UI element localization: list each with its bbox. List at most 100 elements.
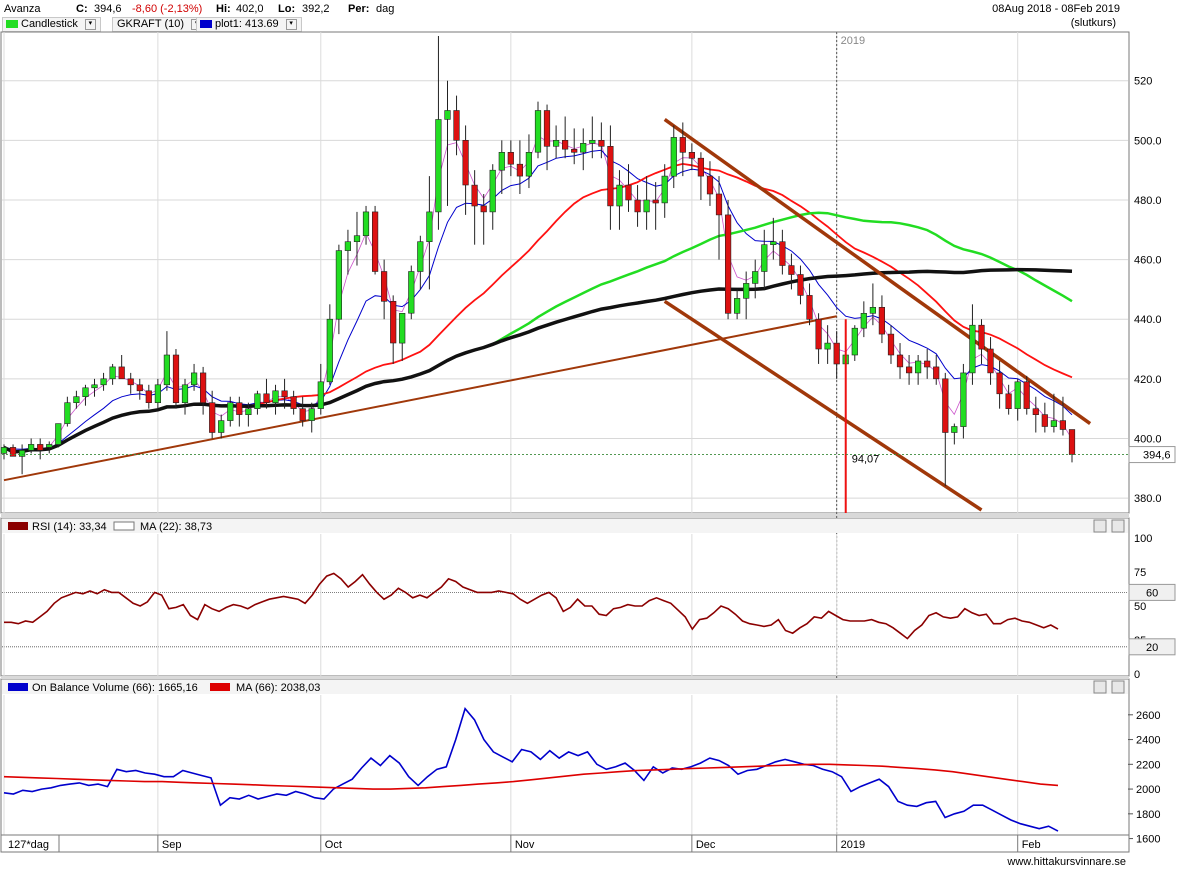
candle-body	[200, 372, 207, 403]
candle-body	[18, 450, 26, 457]
y-tick-label: 400.0	[1134, 433, 1162, 445]
candle-body	[733, 298, 741, 314]
candle-body	[462, 140, 469, 186]
candle-body	[335, 250, 343, 320]
y-tick-label: 460.0	[1134, 255, 1162, 267]
obv-ma-line	[3, 763, 1059, 790]
candle-body	[444, 110, 451, 120]
candle-body	[172, 354, 180, 404]
candle-body	[951, 426, 958, 433]
candle-body	[978, 324, 985, 350]
high-label: Hi:	[216, 3, 231, 15]
y-tick-label: 420.0	[1134, 374, 1162, 386]
candle-body	[453, 110, 460, 141]
ma-series-black	[3, 267, 1073, 454]
candle-body	[73, 396, 80, 404]
candle-body	[1041, 414, 1048, 427]
candle-body	[652, 199, 659, 204]
dropdown-icon[interactable]: ▾	[84, 18, 96, 30]
candle-body	[82, 387, 89, 397]
candle-body	[724, 214, 732, 314]
candle-body	[552, 140, 560, 147]
obv-y-tick-label: 2000	[1136, 784, 1160, 796]
candle-body	[860, 312, 867, 329]
last-price-box	[1128, 446, 1176, 464]
ma-series-green	[3, 211, 1073, 454]
rsi-ma-title: MA (22): 38,73	[140, 521, 212, 533]
period-label: Per:	[348, 3, 370, 15]
last-price-label: 394,6	[1143, 450, 1171, 462]
candle-body	[924, 360, 931, 368]
dropdown-icon[interactable]: ▾	[285, 18, 297, 30]
candle-body	[815, 318, 822, 350]
candle-body	[245, 408, 252, 416]
candle-body	[480, 205, 487, 213]
candle-body	[887, 333, 895, 356]
rsi-y-tick-label: 0	[1134, 669, 1140, 681]
candle-body	[779, 241, 786, 266]
date-range: 08Aug 2018 - 08Feb 2019	[992, 3, 1120, 15]
x-axis-label: Sep	[162, 839, 182, 851]
settings-icon	[1093, 680, 1107, 694]
candle-body	[344, 241, 352, 251]
panel-divider	[1, 676, 1129, 679]
x-axis-label: 127*dag	[8, 839, 49, 851]
obv-ma-title: MA (66): 2038,03	[236, 682, 320, 694]
candle-body	[543, 110, 551, 147]
candle-body	[218, 420, 225, 433]
y-tick-label: 500.0	[1134, 135, 1162, 147]
candle-body	[752, 271, 759, 284]
candle-body	[1005, 393, 1012, 409]
obv-legend-swatch	[8, 683, 28, 691]
obv-panel-frame	[0, 678, 1130, 853]
candle-body	[580, 143, 587, 153]
candle-body	[290, 396, 297, 409]
rsi-series-line	[4, 572, 1059, 640]
candle-body	[878, 306, 885, 335]
candle-body	[236, 402, 243, 415]
rsi-legend-swatch	[8, 522, 28, 530]
candle-body	[272, 390, 279, 403]
site-credit: www.hittakursvinnare.se	[1007, 856, 1126, 868]
candle-body	[706, 175, 714, 195]
candle-body	[1023, 381, 1030, 409]
legend-plot1[interactable]: plot1: 413.69 ▾	[196, 17, 302, 32]
candle-body	[191, 372, 198, 386]
candle-body	[91, 384, 98, 389]
rsi-y-tick-label: 75	[1134, 567, 1146, 579]
candle-body	[507, 152, 514, 165]
candle-body	[100, 378, 107, 386]
candle-body	[933, 366, 940, 380]
candle-body	[688, 152, 695, 159]
candle-body	[525, 152, 532, 177]
obv-y-tick-label: 2600	[1136, 710, 1160, 722]
candle-body	[181, 384, 189, 403]
candle-body	[516, 163, 523, 177]
candle-body	[9, 447, 17, 457]
candle-body	[353, 235, 361, 242]
y-tick-label: 440.0	[1134, 314, 1162, 326]
candle-body	[0, 447, 8, 454]
candle-body	[770, 241, 777, 245]
x-axis-label: Feb	[1022, 839, 1041, 851]
chart-header: Avanza C: 394,6 -8,60 (-2,13%) Hi: 402,0…	[0, 0, 1130, 32]
rsi-level-box	[1128, 583, 1176, 601]
close-value: 394,6	[94, 3, 122, 15]
period-value: dag	[376, 3, 395, 15]
candle-body	[824, 342, 831, 350]
candle-body	[598, 140, 605, 147]
candle-body	[661, 175, 668, 204]
candle-body	[679, 137, 686, 153]
candle-body	[209, 402, 216, 433]
candle-body	[942, 378, 949, 433]
symbol-name: Avanza	[4, 3, 41, 15]
candle-body	[788, 265, 795, 275]
candle-body	[227, 402, 234, 421]
candle-body	[362, 211, 370, 236]
candle-body	[996, 372, 1003, 395]
y-tick-label: 380.0	[1134, 493, 1162, 505]
rsi-level-label: 60	[1146, 587, 1158, 599]
candle-body	[498, 152, 505, 171]
candle-body	[281, 390, 288, 398]
candle-body	[489, 169, 496, 213]
